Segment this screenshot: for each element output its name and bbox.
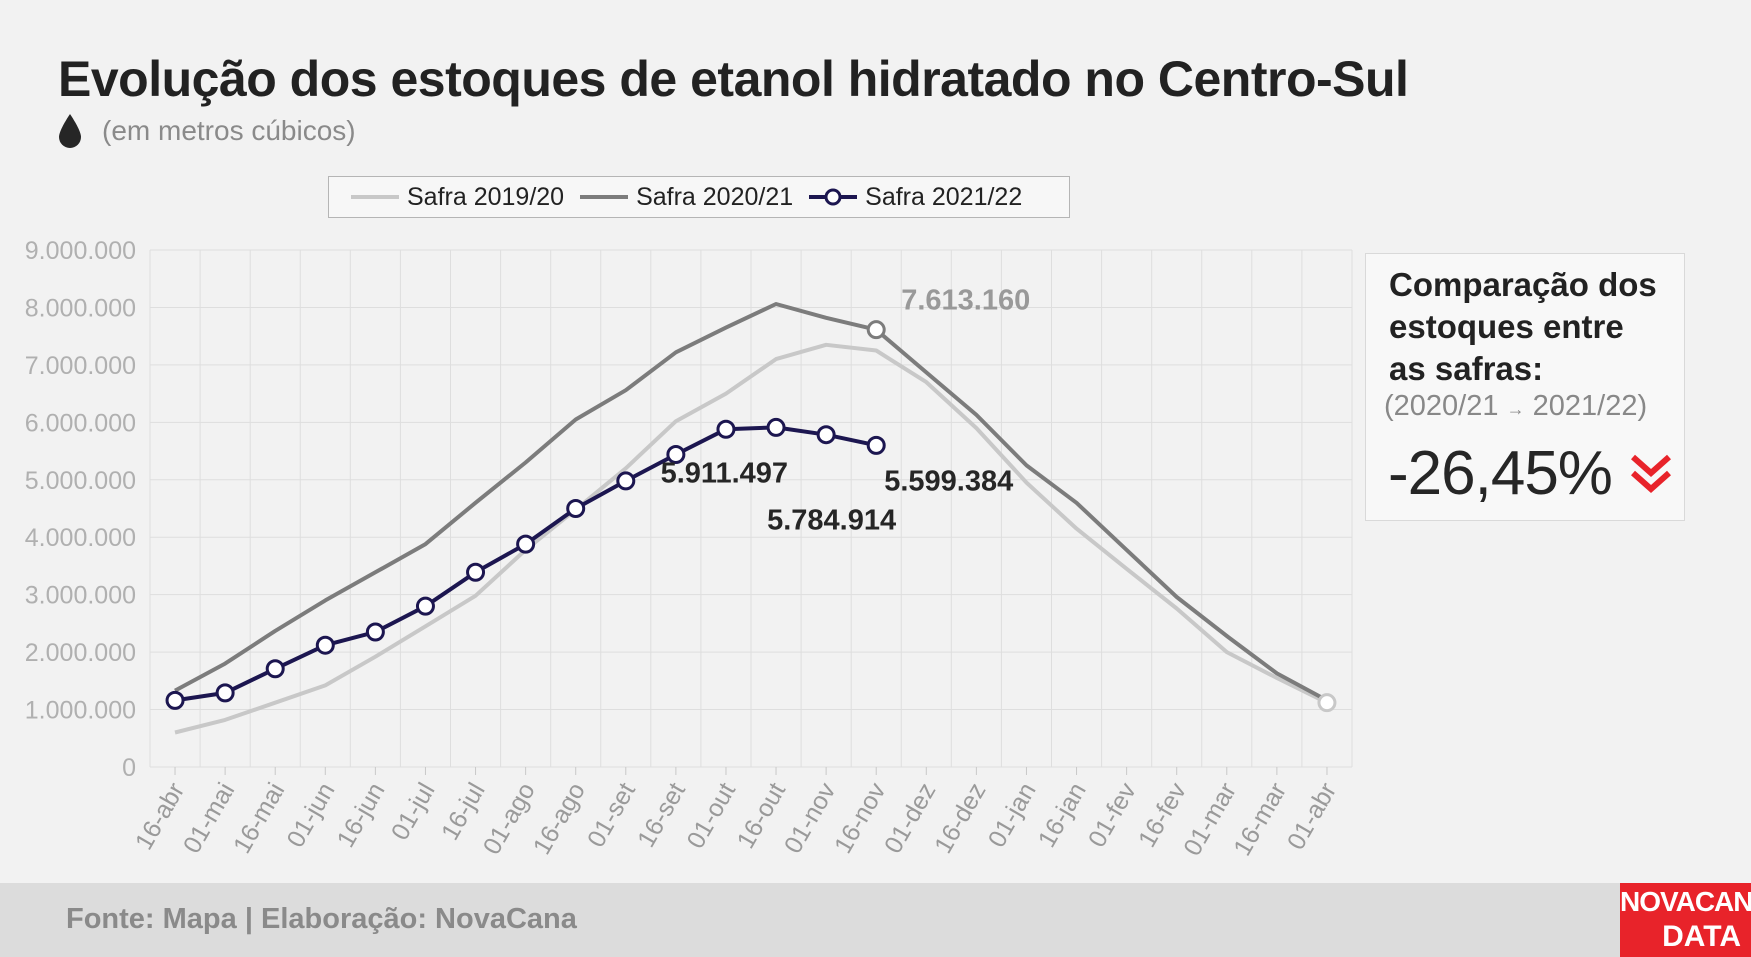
novacana-data-logo: NOVACANA DATA: [1620, 883, 1751, 957]
y-tick-label: 0: [122, 754, 136, 782]
point-marker-2021: [866, 435, 886, 455]
x-tick-label: 01-jan: [983, 778, 1042, 852]
x-tick-label: 16-set: [632, 778, 691, 852]
legend-item-2019: Safra 2019/20: [349, 183, 564, 212]
point-marker-2020: [866, 320, 886, 340]
panel-heading-line-1: Comparação dos: [1389, 266, 1657, 303]
x-tick-label: 01-out: [681, 778, 741, 853]
point-marker-2021: [466, 562, 486, 582]
y-tick-label: 4.000.000: [25, 524, 136, 552]
logo-line-2: DATA: [1662, 920, 1741, 953]
panel-compare-seasons: (2020/21 → 2021/22): [1384, 390, 1647, 423]
point-marker-2021: [716, 419, 736, 439]
legend-label-2020: Safra 2020/21: [636, 182, 794, 211]
source-credit: Fonte: Mapa | Elaboração: NovaCana: [66, 903, 577, 935]
point-marker-2021: [616, 471, 636, 491]
data-label: 5.784.914: [767, 505, 896, 537]
chart-subtitle: (em metros cúbicos): [102, 115, 356, 146]
y-tick-label: 5.000.000: [25, 467, 136, 495]
x-tick-label: 01-jun: [281, 778, 340, 852]
point-marker-2021: [816, 425, 836, 445]
chart-title: Evolução dos estoques de etanol hidratad…: [58, 51, 1409, 107]
compare-to: 2021/22): [1532, 390, 1648, 422]
line-chart: 0 1.000.000 2.000.000 3.000.000 4.000.000 5.0…: [25, 237, 1353, 861]
drop-icon: [59, 114, 81, 148]
change-percentage: -26,45%: [1388, 439, 1613, 508]
legend-swatch-2020: [580, 195, 629, 199]
y-tick-label: 8.000.000: [25, 294, 136, 322]
data-label: 5.599.384: [884, 465, 1013, 497]
x-tick-label: 01-set: [582, 778, 641, 852]
legend-label-2019: Safra 2019/20: [407, 182, 565, 211]
point-marker-2021: [265, 659, 285, 679]
point-marker-2021: [666, 445, 686, 465]
y-tick-label: 1.000.000: [25, 697, 136, 725]
y-tick-label: 9.000.000: [25, 237, 136, 265]
point-marker-2021: [766, 417, 786, 437]
x-tick-label: 16-jun: [332, 778, 391, 852]
point-marker-2021: [566, 499, 586, 518]
comparison-panel: Comparação dos estoques entre as safras:…: [1365, 253, 1685, 521]
double-chevron-down-icon: [1630, 454, 1671, 493]
x-tick-label: 16-jul: [436, 778, 491, 845]
data-label: 5.911.497: [661, 457, 788, 489]
arrow-right-icon: →: [1506, 399, 1525, 419]
legend-label-2021: Safra 2021/22: [865, 182, 1023, 211]
x-tick-label: 01-abr: [1282, 778, 1342, 855]
legend-swatch-2021: [809, 188, 858, 206]
subtitle-row: (em metros cúbicos): [58, 113, 356, 149]
y-tick-label: 3.000.000: [25, 582, 136, 610]
y-tick-label: 2.000.000: [25, 639, 136, 667]
footer: Fonte: Mapa | Elaboração: NovaCana: [0, 883, 1751, 957]
x-tick-label: 16-mai: [228, 778, 290, 858]
compare-from: (2020/21: [1384, 390, 1499, 422]
point-marker-2021: [165, 690, 185, 710]
panel-heading-line-3: as safras:: [1389, 350, 1544, 387]
y-tick-label: 6.000.000: [25, 409, 136, 437]
point-marker-2021: [415, 596, 435, 616]
series-line-202021: [174, 302, 1328, 703]
point-marker-2019: [1317, 693, 1337, 713]
point-marker-2021: [516, 534, 536, 554]
point-marker-2021: [365, 622, 385, 642]
legend-swatch-2019: [351, 195, 399, 199]
x-tick-label: 16-dez: [929, 778, 991, 858]
series-line-201920: [174, 342, 1328, 735]
logo-line-1: NOVACANA: [1620, 886, 1751, 917]
data-label: 7.613.160: [901, 285, 1030, 317]
x-tick-label: 01-fev: [1083, 778, 1142, 853]
x-tick-label: 16-jan: [1033, 778, 1092, 852]
y-tick-label: 7.000.000: [25, 352, 136, 380]
x-tick-label: 01-jul: [386, 778, 441, 845]
chart-legend: Safra 2019/20 Safra 2020/21 Safra 2021/2…: [328, 176, 1070, 218]
point-marker-2021: [215, 683, 235, 703]
panel-value-row: -26,45%: [1388, 438, 1674, 509]
panel-heading: Comparação dos estoques entre as safras:: [1389, 264, 1679, 390]
legend-item-2021: Safra 2021/22: [807, 183, 1022, 212]
legend-item-2020: Safra 2020/21: [578, 183, 793, 212]
panel-heading-line-2: estoques entre: [1389, 308, 1624, 345]
point-marker-2021: [315, 635, 335, 655]
